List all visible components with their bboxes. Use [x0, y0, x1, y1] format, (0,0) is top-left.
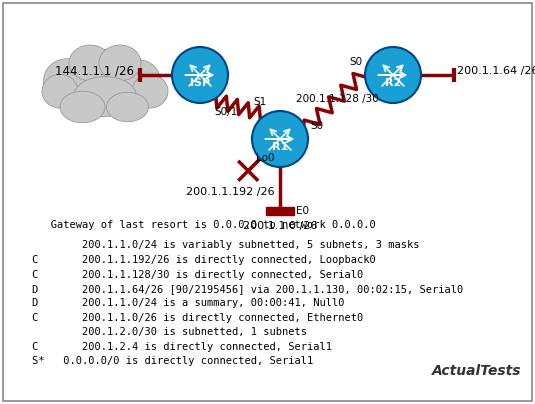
Text: E0: E0: [296, 206, 309, 216]
Text: 200.1.1.0 /26: 200.1.1.0 /26: [243, 221, 317, 231]
Text: C       200.1.2.4 is directly connected, Serial1: C 200.1.2.4 is directly connected, Seria…: [32, 342, 332, 352]
Text: S0: S0: [350, 57, 363, 67]
Text: 200.1.1.0/24 is variably subnetted, 5 subnets, 3 masks: 200.1.1.0/24 is variably subnetted, 5 su…: [32, 240, 419, 250]
Text: 200.1.1.192 /26: 200.1.1.192 /26: [186, 187, 274, 197]
Ellipse shape: [69, 45, 111, 81]
Text: 144.1.1.1 /26: 144.1.1.1 /26: [55, 65, 134, 78]
Circle shape: [365, 47, 421, 103]
Text: 200.1.2.0/30 is subnetted, 1 subnets: 200.1.2.0/30 is subnetted, 1 subnets: [32, 328, 307, 337]
Ellipse shape: [73, 76, 136, 116]
Text: S0: S0: [310, 121, 323, 131]
Text: ActualTests: ActualTests: [432, 364, 522, 378]
Ellipse shape: [99, 45, 141, 81]
Bar: [266, 207, 294, 215]
Text: S*   0.0.0.0/0 is directly connected, Serial1: S* 0.0.0.0/0 is directly connected, Seri…: [32, 356, 314, 366]
Text: R1: R1: [272, 142, 288, 152]
Text: R2: R2: [385, 78, 401, 88]
Text: ISP: ISP: [190, 78, 210, 88]
Text: Gateway of last resort is 0.0.0.0 to network 0.0.0.0: Gateway of last resort is 0.0.0.0 to net…: [32, 220, 376, 230]
Ellipse shape: [116, 60, 160, 102]
Ellipse shape: [60, 91, 105, 123]
Ellipse shape: [132, 74, 168, 108]
Text: S1: S1: [254, 97, 266, 107]
Ellipse shape: [42, 74, 78, 108]
Text: 200.1.1.64 /26: 200.1.1.64 /26: [457, 66, 535, 76]
Text: D       200.1.1.0/24 is a summary, 00:00:41, Null0: D 200.1.1.0/24 is a summary, 00:00:41, N…: [32, 299, 345, 309]
Text: D       200.1.1.64/26 [90/2195456] via 200.1.1.130, 00:02:15, Serial0: D 200.1.1.64/26 [90/2195456] via 200.1.1…: [32, 284, 463, 294]
Ellipse shape: [77, 49, 134, 102]
Text: C       200.1.1.128/30 is directly connected, Serial0: C 200.1.1.128/30 is directly connected, …: [32, 269, 363, 280]
Text: S0/1: S0/1: [214, 107, 237, 117]
Ellipse shape: [106, 92, 149, 122]
Text: Lo0: Lo0: [256, 153, 274, 163]
Circle shape: [252, 111, 308, 167]
Circle shape: [172, 47, 228, 103]
Text: C       200.1.1.0/26 is directly connected, Ethernet0: C 200.1.1.0/26 is directly connected, Et…: [32, 313, 363, 323]
Text: C       200.1.1.192/26 is directly connected, Loopback0: C 200.1.1.192/26 is directly connected, …: [32, 255, 376, 265]
Text: 200.1.1.128 /30: 200.1.1.128 /30: [296, 94, 378, 104]
Ellipse shape: [43, 59, 91, 103]
